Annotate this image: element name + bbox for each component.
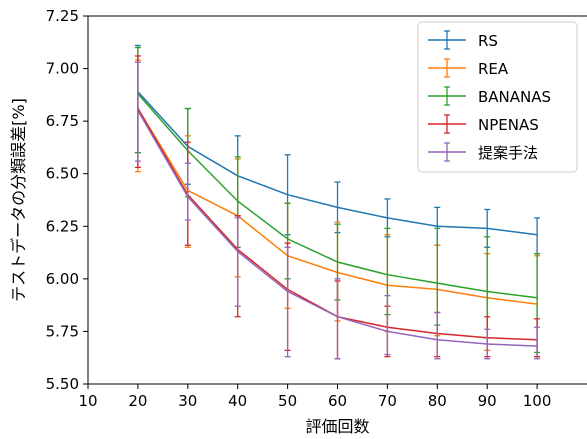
legend-label: RS — [478, 32, 498, 50]
x-tick-label: 10 — [78, 392, 97, 410]
x-tick-label: 40 — [228, 392, 247, 410]
x-tick-label: 70 — [378, 392, 397, 410]
x-tick-label: 100 — [523, 392, 552, 410]
axes: 10 20 30 40 50 60 70 80 90 100 5.50 5.75 6.00 6.25 6.5… — [46, 7, 587, 410]
series-5 — [134, 61, 541, 360]
legend-item-4: NPENAS — [428, 114, 539, 134]
x-tick-label: 90 — [478, 392, 497, 410]
legend-item-3: BANANAS — [428, 86, 551, 106]
legend-box — [417, 21, 578, 173]
y-tick-label: 6.75 — [46, 112, 79, 130]
series-line — [137, 93, 538, 299]
series-line — [137, 110, 538, 347]
series-line — [137, 91, 538, 236]
legend-label: BANANAS — [478, 88, 551, 106]
plot-area — [134, 44, 541, 360]
x-tick-label: 60 — [328, 392, 347, 410]
y-tick-label: 5.75 — [46, 322, 79, 340]
y-tick-label: 6.25 — [46, 217, 79, 235]
legend-item-2: REA — [428, 58, 509, 78]
x-tick-label: 20 — [128, 392, 147, 410]
y-tick-label: 7.00 — [46, 60, 79, 78]
x-tick-label: 30 — [178, 392, 197, 410]
legend-label: REA — [478, 60, 509, 78]
y-axis-title-group: テストデータの分類誤差[%] — [9, 98, 28, 302]
legend-label: NPENAS — [478, 116, 539, 134]
x-tick-label: 80 — [428, 392, 447, 410]
y-tick-label: 5.50 — [46, 375, 79, 393]
y-tick-label: 6.50 — [46, 165, 79, 183]
legend-item-5: 提案手法 — [428, 142, 538, 162]
legend: RS REA BANANAS NPENAS 提案手法 — [417, 21, 578, 173]
y-tick-label: 6.00 — [46, 270, 79, 288]
x-axis-title: 評価回数 — [305, 417, 369, 436]
legend-label: 提案手法 — [478, 144, 538, 162]
legend-item-1: RS — [428, 30, 498, 50]
y-axis-title: テストデータの分類誤差[%] — [9, 98, 28, 302]
y-tick-label: 7.25 — [46, 7, 79, 25]
x-tick-label: 50 — [278, 392, 297, 410]
